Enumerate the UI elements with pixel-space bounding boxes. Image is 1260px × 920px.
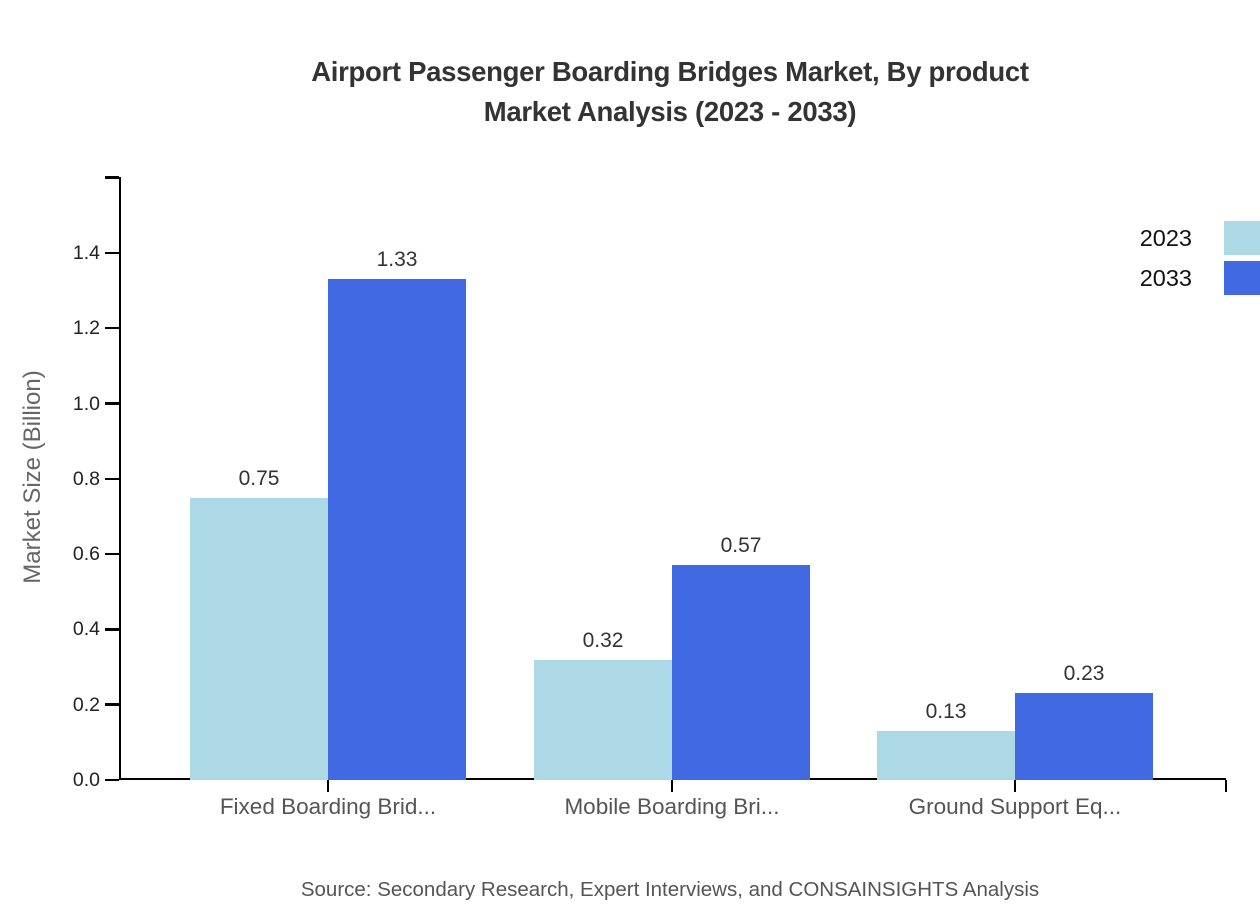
x-tick-mark	[326, 780, 330, 792]
y-tick-label: 1.2	[72, 317, 100, 340]
bar-2023-1	[534, 659, 672, 780]
y-tick-mark	[105, 552, 119, 556]
y-tick-label: 1.4	[72, 241, 100, 264]
x-category-label: Fixed Boarding Brid...	[219, 794, 437, 819]
legend-swatch-2023	[1224, 221, 1260, 255]
bar-value-label: 0.23	[1063, 662, 1105, 686]
bar-2033-1	[672, 565, 810, 780]
y-tick-label: 1.0	[72, 392, 100, 415]
chart-title-line2: Market Analysis (2023 - 2033)	[483, 96, 857, 127]
y-tick-label: 0.4	[72, 618, 100, 641]
bar-2023-2	[877, 731, 1015, 780]
source-attribution: Source: Secondary Research, Expert Inter…	[300, 878, 1040, 901]
y-tick-label: 0.0	[72, 769, 100, 791]
chart-title: Airport Passenger Boarding Bridges Marke…	[170, 52, 1170, 132]
bar-2033-2	[1015, 693, 1153, 780]
y-tick-label: 0.8	[72, 467, 100, 490]
x-category-label: Mobile Boarding Bri...	[564, 794, 780, 819]
y-tick-mark	[105, 477, 119, 481]
bar-2033-0	[328, 279, 466, 780]
bar-value-label: 0.57	[720, 534, 762, 558]
y-tick-mark	[105, 402, 119, 405]
bar-value-label: 0.75	[238, 466, 280, 490]
bar-value-label: 1.33	[376, 248, 418, 272]
y-axis-cap-tick	[105, 176, 119, 179]
y-tick-mark	[105, 778, 119, 782]
x-tick-mark	[1013, 780, 1017, 792]
y-tick-label: 0.6	[72, 543, 100, 566]
x-axis-end-tick	[1224, 780, 1228, 792]
y-tick-mark	[105, 251, 119, 255]
y-tick-label: 0.2	[72, 693, 100, 716]
bar-value-label: 0.32	[582, 628, 624, 652]
legend-swatch-2033	[1224, 261, 1260, 295]
bar-2023-0	[190, 497, 328, 780]
x-category-label: Ground Support Eq...	[908, 794, 1122, 819]
y-tick-mark	[105, 628, 119, 631]
chart-title-line1: Airport Passenger Boarding Bridges Marke…	[311, 56, 1029, 87]
x-tick-mark	[670, 780, 674, 792]
legend-item-label-2033: 2033	[1139, 265, 1192, 291]
bar-value-label: 0.13	[925, 700, 967, 724]
legend-item-label-2023: 2023	[1139, 225, 1192, 251]
y-tick-mark	[105, 703, 119, 706]
y-tick-mark	[105, 326, 119, 330]
